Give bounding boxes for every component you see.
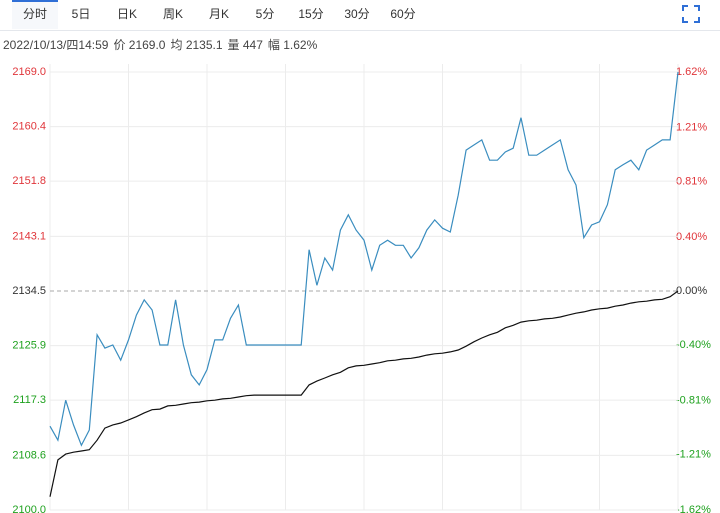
- y-tick-label: 2108.6: [12, 449, 46, 461]
- tab[interactable]: 日K: [116, 7, 137, 21]
- info-line: 2022/10/13/四14:59 价 2169.0 均 2135.1 量 447 幅 …: [3, 36, 322, 53]
- y2-tick-label: 1.21%: [676, 121, 707, 133]
- y-tick-label: 2117.3: [13, 394, 46, 406]
- y-tick-label: 2169.0: [12, 66, 46, 78]
- tab[interactable]: 月K: [208, 7, 229, 21]
- info-item: 量 447: [227, 38, 263, 52]
- tab[interactable]: 周K: [162, 7, 183, 21]
- y2-tick-label: -0.81%: [676, 394, 711, 406]
- info-item: 价 2169.0: [113, 38, 166, 52]
- y2-tick-label: 0.00%: [676, 285, 707, 297]
- y-tick-label: 2160.4: [12, 120, 46, 132]
- y-tick-label: 2134.5: [12, 285, 46, 297]
- y2-tick-label: 1.62%: [676, 66, 707, 78]
- y2-tick-label: -1.21%: [676, 448, 711, 460]
- y-tick-label: 2125.9: [12, 339, 46, 351]
- fullscreen-icon[interactable]: [682, 5, 700, 23]
- y-tick-label: 2143.1: [12, 230, 46, 242]
- tab[interactable]: 15分: [298, 7, 324, 21]
- y2-tick-label: 0.81%: [676, 175, 707, 187]
- info-item: 2022/10/13/四14:59: [3, 38, 109, 52]
- y-tick-label: 2151.8: [12, 175, 46, 187]
- info-item: 幅 1.62%: [267, 38, 318, 52]
- tab[interactable]: 5日: [71, 7, 91, 21]
- y2-tick-label: -0.40%: [676, 339, 711, 351]
- tab[interactable]: 60分: [390, 7, 416, 21]
- y-tick-label: 2100.0: [12, 504, 46, 513]
- y2-tick-label: -1.62%: [676, 504, 711, 513]
- tab-bar: 分时 5日 日K 周K 月K 5分 15分 30分 60分: [0, 0, 720, 31]
- info-item: 均 2135.1: [170, 38, 223, 52]
- series-line: [49, 71, 679, 447]
- tab[interactable]: 分时: [12, 0, 58, 29]
- tab[interactable]: 30分: [344, 7, 370, 21]
- series-line: [49, 290, 679, 497]
- tab[interactable]: 5分: [255, 7, 275, 21]
- y2-tick-label: 0.40%: [676, 231, 707, 243]
